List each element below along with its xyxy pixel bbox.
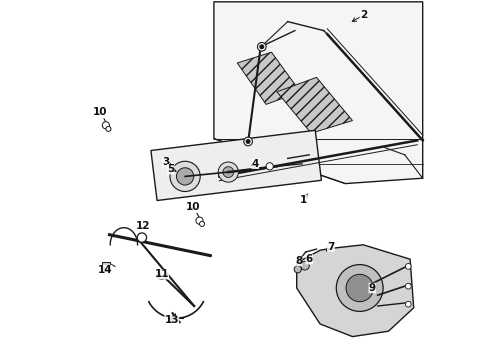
- Circle shape: [405, 264, 410, 269]
- Text: 6: 6: [305, 254, 312, 264]
- Circle shape: [405, 301, 410, 307]
- Polygon shape: [296, 245, 413, 337]
- Text: 7: 7: [326, 242, 334, 252]
- Circle shape: [244, 137, 252, 146]
- Circle shape: [218, 162, 238, 182]
- Circle shape: [176, 168, 193, 185]
- Circle shape: [137, 233, 146, 242]
- Text: 5: 5: [167, 164, 174, 174]
- FancyBboxPatch shape: [102, 262, 110, 269]
- Circle shape: [300, 261, 309, 270]
- Circle shape: [257, 42, 265, 51]
- Circle shape: [260, 45, 263, 49]
- Circle shape: [196, 217, 203, 224]
- Circle shape: [405, 283, 410, 289]
- Polygon shape: [151, 130, 321, 201]
- Circle shape: [294, 266, 301, 273]
- Circle shape: [170, 161, 200, 192]
- Text: 3: 3: [162, 157, 169, 167]
- Text: 8: 8: [294, 256, 302, 266]
- Text: 12: 12: [136, 221, 150, 231]
- Text: 10: 10: [92, 107, 107, 117]
- Circle shape: [265, 163, 273, 170]
- Circle shape: [102, 122, 109, 129]
- Text: 4: 4: [251, 159, 259, 169]
- Circle shape: [199, 221, 204, 226]
- Text: 13: 13: [164, 315, 179, 325]
- Polygon shape: [213, 2, 422, 184]
- Text: 10: 10: [186, 202, 200, 212]
- Circle shape: [346, 274, 373, 302]
- Circle shape: [106, 126, 111, 131]
- Circle shape: [336, 265, 382, 311]
- Text: 2: 2: [359, 10, 366, 20]
- Text: 1: 1: [300, 195, 307, 205]
- Polygon shape: [237, 52, 300, 104]
- Text: 11: 11: [154, 269, 169, 279]
- Text: 14: 14: [97, 265, 112, 275]
- Circle shape: [157, 270, 166, 279]
- Text: 9: 9: [368, 283, 375, 293]
- Circle shape: [223, 167, 233, 177]
- Polygon shape: [276, 77, 352, 133]
- Circle shape: [246, 140, 249, 143]
